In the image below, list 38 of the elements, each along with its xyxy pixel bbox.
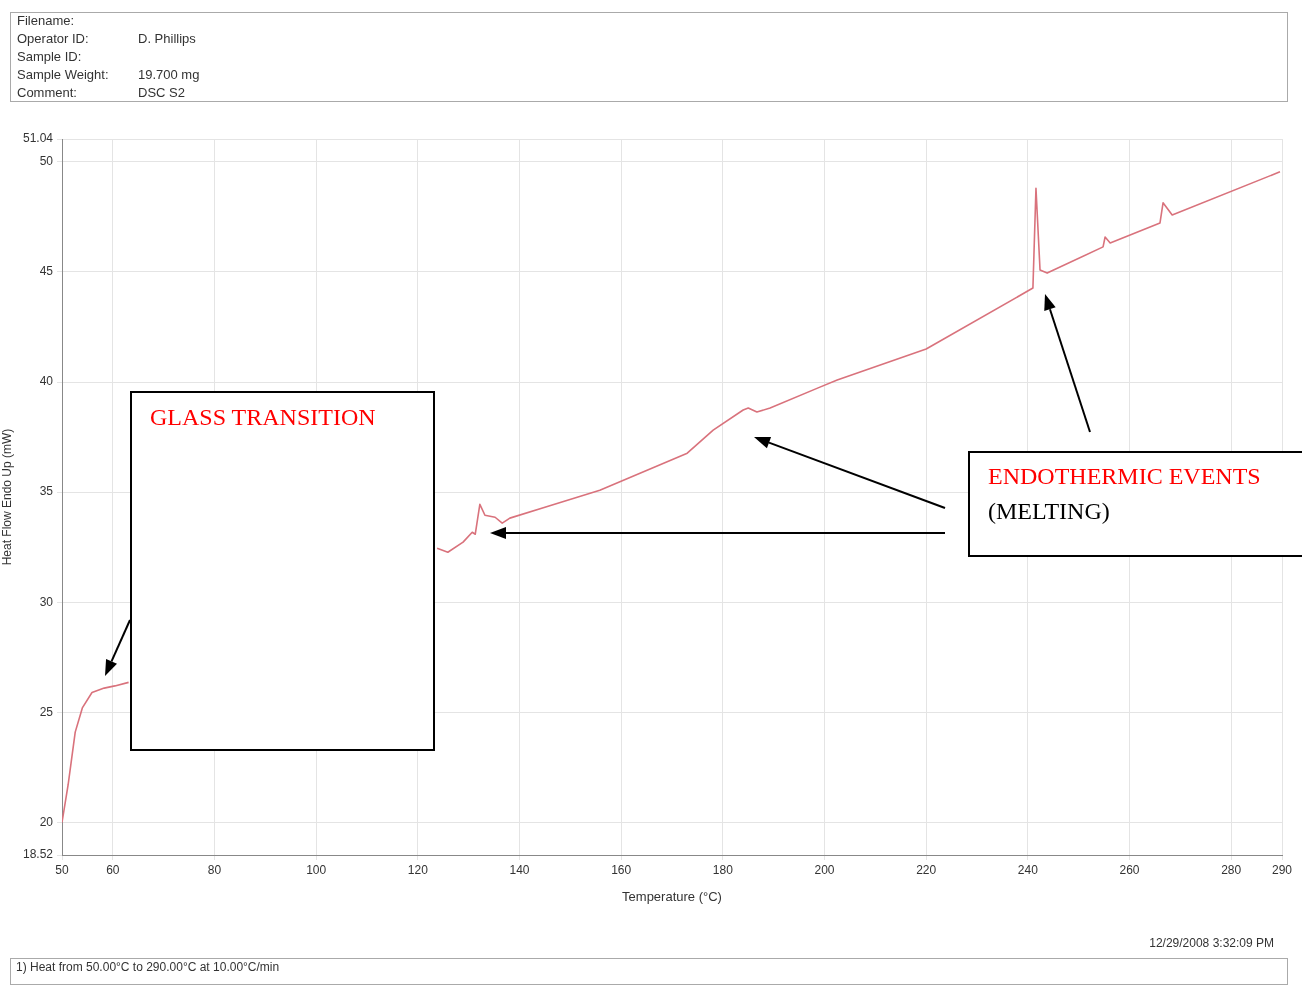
annotation: ENDOTHERMIC EVENTS [988,463,1261,490]
x-tick-label: 50 [55,862,69,877]
y-tick-label: 30 [39,594,54,609]
y-tick-label: 45 [39,264,54,279]
x-tick-label: 100 [306,862,327,877]
text: 1) Heat from 50.00°C to 290.00°C at 10.00°C/min [16,960,280,975]
text: Filename: [17,13,75,29]
text: DSC S2 [138,85,185,101]
y-tick-label: 50 [39,154,54,169]
y-tick-label: 51.04 [22,131,54,146]
text: Comment: [17,85,77,101]
text: Sample ID: [17,49,82,65]
annotation: (MELTING) [988,498,1110,525]
x-axis-title: Temperature (°C) [622,888,722,904]
x-tick-label: 160 [611,862,632,877]
text: Operator ID: [17,31,89,47]
x-tick-label: 290 [1271,862,1293,877]
text: 19.700 mg [138,67,200,83]
x-tick-label: 180 [712,862,734,877]
x-tick-label: 140 [509,862,530,877]
x-tick-label: 240 [1017,862,1039,877]
text: 12/29/2008 3:32:09 PM [1149,936,1274,951]
x-tick-label: 200 [814,862,835,877]
y-tick-label: 20 [39,814,54,829]
y-tick-label: 35 [39,484,54,499]
y-tick-label: 25 [39,704,54,719]
y-tick-label: 40 [39,374,54,389]
y-axis-title: Heat Flow Endo Up (mW) [0,428,14,566]
text: Sample Weight: [17,67,109,83]
x-tick-label: 120 [407,862,429,877]
text: D. Phillips [138,31,196,47]
y-tick-label: 18.52 [22,847,54,862]
x-tick-label: 220 [916,862,937,877]
x-tick-label: 60 [106,862,120,877]
annotation: GLASS TRANSITION [150,404,376,431]
x-tick-label: 80 [207,862,222,877]
x-tick-label: 280 [1221,862,1242,877]
x-tick-label: 260 [1119,862,1140,877]
